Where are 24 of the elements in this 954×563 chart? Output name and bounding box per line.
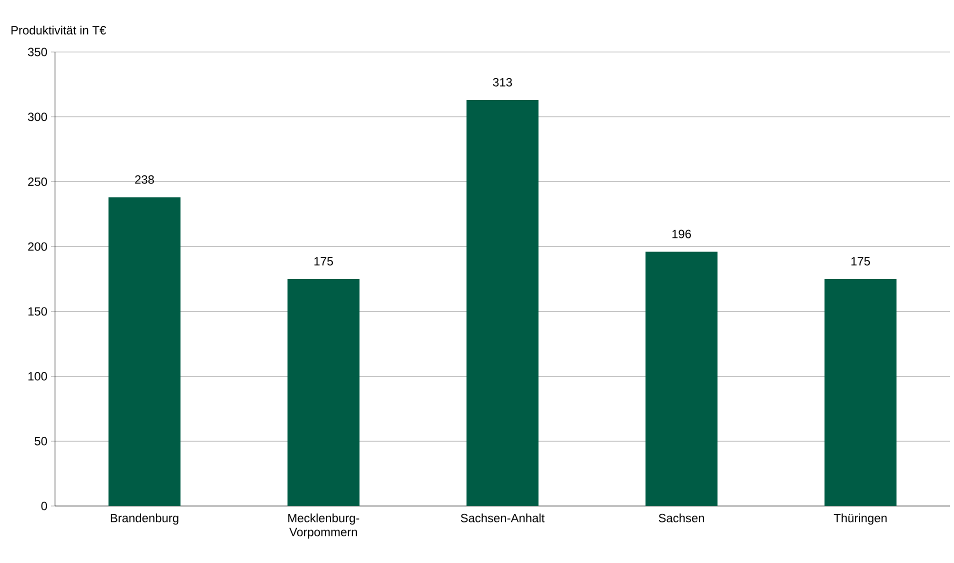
bar bbox=[646, 252, 718, 506]
data-label: 175 bbox=[851, 257, 870, 266]
y-tick-label: 350 bbox=[28, 48, 48, 56]
data-label: 175 bbox=[314, 257, 333, 266]
y-tick-label: 100 bbox=[28, 372, 48, 381]
y-axis-title: Produktivität in T€ bbox=[12, 26, 106, 34]
y-tick-label: 250 bbox=[28, 177, 48, 186]
data-label: 196 bbox=[672, 230, 691, 238]
y-tick-label: 150 bbox=[28, 307, 48, 316]
y-tick-label: 200 bbox=[28, 242, 48, 251]
y-tick-label: 0 bbox=[41, 502, 48, 510]
y-tick-label: 300 bbox=[28, 112, 48, 122]
x-tick-label: Sachsen bbox=[658, 514, 704, 522]
bar bbox=[108, 197, 180, 506]
bar bbox=[824, 278, 897, 506]
x-tick-label: Sachsen-Anhalt bbox=[460, 514, 545, 522]
bar bbox=[288, 278, 360, 506]
data-label: 313 bbox=[492, 78, 512, 86]
y-tick-label: 50 bbox=[34, 436, 48, 446]
bar bbox=[466, 100, 539, 506]
x-tick-label: Brandenburg bbox=[110, 514, 178, 525]
x-tick-label: Thüringen bbox=[834, 514, 887, 525]
data-label: 238 bbox=[135, 175, 154, 184]
x-tick-label: Mecklenburg-Vorpommern bbox=[288, 514, 360, 539]
